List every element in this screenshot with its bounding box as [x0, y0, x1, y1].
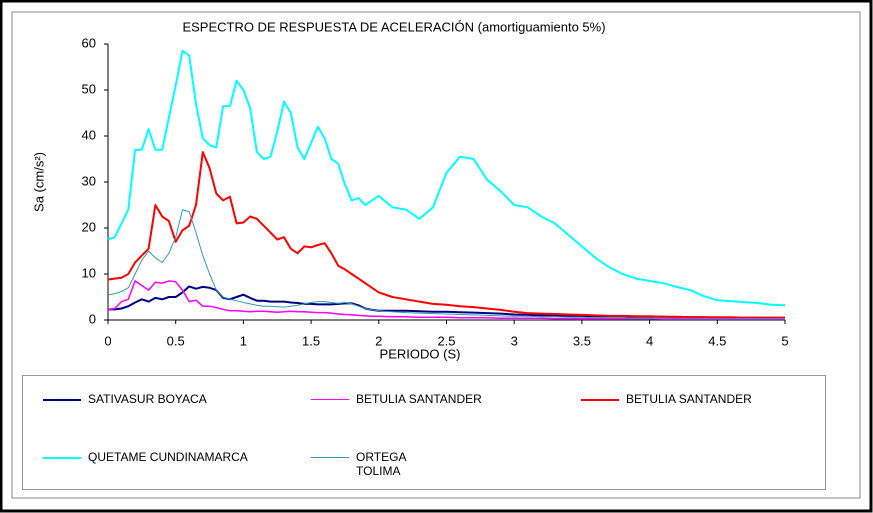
y-tick-label: 30: [82, 173, 96, 188]
legend-label: BETULIA SANTANDER: [626, 392, 752, 406]
legend-item: SATIVASUR BOYACA: [43, 392, 207, 406]
series-line: [107, 151, 785, 319]
chart-frame: [11, 11, 861, 499]
y-axis-label: Sa (cm/s²): [31, 152, 46, 212]
x-tick-label: 2.5: [437, 333, 455, 348]
series-line: [107, 209, 785, 320]
x-tick-label: 0: [104, 333, 111, 348]
legend-item: BETULIA SANTANDER: [311, 392, 482, 406]
legend-label: QUETAME CUNDINAMARCA: [88, 450, 248, 464]
legend-label: SATIVASUR BOYACA: [88, 392, 207, 406]
x-tick-label: 3: [511, 333, 518, 348]
chart-title: ESPECTRO DE RESPUESTA DE ACELERACIÓN (am…: [182, 19, 605, 34]
x-tick-label: 4.5: [708, 333, 726, 348]
x-tick-label: 1.5: [302, 333, 320, 348]
y-tick-label: 60: [82, 35, 96, 50]
x-tick-label: 2: [375, 333, 382, 348]
x-axis-label: PERIODO (S): [380, 346, 461, 361]
legend-swatch: [43, 399, 81, 401]
x-tick-label: 4: [646, 333, 653, 348]
legend-swatch: [581, 399, 619, 401]
series-line: [107, 49, 786, 307]
x-tick-label: 0.5: [167, 333, 185, 348]
legend-label: BETULIA SANTANDER: [356, 392, 482, 406]
legend-swatch: [311, 457, 349, 458]
y-tick-label: 50: [82, 81, 96, 96]
y-tick-label: 10: [82, 265, 96, 280]
x-tick-label: 1: [240, 333, 247, 348]
series-line: [107, 280, 785, 320]
legend-item: QUETAME CUNDINAMARCA: [43, 450, 248, 464]
x-tick-label: 3.5: [573, 333, 591, 348]
series-line: [108, 285, 785, 319]
legend-item: ORTEGA TOLIMA: [311, 450, 426, 478]
y-tick-label: 20: [82, 219, 96, 234]
y-tick-label: 40: [82, 127, 96, 142]
legend-item: BETULIA SANTANDER: [581, 392, 752, 406]
legend-label: ORTEGA TOLIMA: [356, 450, 406, 478]
legend-swatch: [43, 457, 81, 459]
legend: SATIVASUR BOYACA BETULIA SANTANDER BETULIA…: [22, 375, 826, 490]
legend-swatch: [311, 399, 349, 400]
y-tick-label: 0: [89, 311, 96, 326]
x-tick-label: 5: [781, 333, 788, 348]
